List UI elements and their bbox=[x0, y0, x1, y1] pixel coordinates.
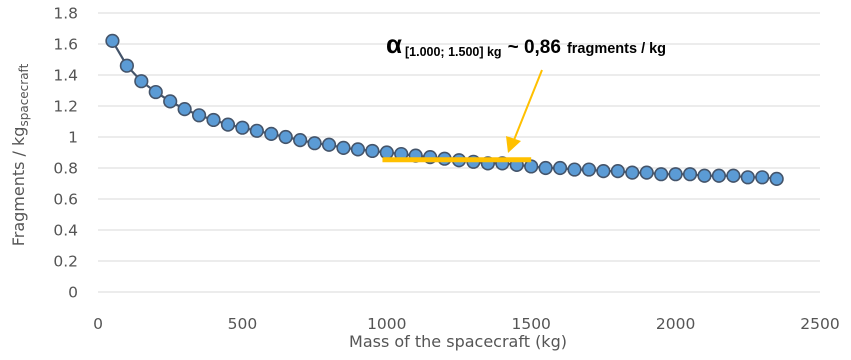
annotation-arrow-shaft bbox=[514, 70, 542, 140]
data-point bbox=[106, 35, 119, 48]
data-point bbox=[698, 169, 711, 182]
data-point bbox=[612, 165, 625, 178]
y-tick-label: 0.8 bbox=[53, 160, 78, 178]
y-tick-label: 1.4 bbox=[53, 67, 78, 85]
data-point bbox=[770, 173, 783, 186]
annotation-subscript: [1.000; 1.500] kg bbox=[405, 45, 502, 59]
x-tick-label: 0 bbox=[93, 315, 103, 333]
x-tick-label: 1500 bbox=[511, 315, 550, 333]
data-point bbox=[727, 169, 740, 182]
annotation-value-suffix: fragments / kg bbox=[567, 41, 666, 57]
data-point bbox=[352, 143, 365, 156]
data-point bbox=[626, 166, 639, 179]
data-point bbox=[381, 146, 394, 159]
data-point bbox=[251, 125, 264, 138]
x-tick-label: 2500 bbox=[800, 315, 839, 333]
data-point bbox=[684, 168, 697, 181]
x-tick-label: 1000 bbox=[367, 315, 406, 333]
data-point bbox=[554, 162, 567, 175]
data-point bbox=[655, 168, 668, 181]
data-point bbox=[597, 165, 610, 178]
data-point bbox=[308, 137, 321, 150]
y-tick-labels: 0 0.2 0.4 0.6 0.8 1 1.2 1.4 1.6 1.8 bbox=[53, 5, 78, 302]
y-tick-label: 1 bbox=[68, 129, 78, 147]
data-point bbox=[713, 169, 726, 182]
x-axis-title: Mass of the spacecraft (kg) bbox=[349, 332, 567, 351]
x-tick-label: 2000 bbox=[656, 315, 695, 333]
data-point bbox=[135, 75, 148, 88]
data-point bbox=[164, 95, 177, 108]
data-point bbox=[583, 163, 596, 176]
annotation-alpha-symbol: α bbox=[386, 29, 402, 59]
data-point bbox=[207, 114, 220, 127]
data-point bbox=[265, 128, 278, 141]
annotation-value-prefix: ~ 0,86 bbox=[508, 37, 561, 58]
y-axis-title-subscript: spacecraft bbox=[17, 63, 31, 126]
y-tick-label: 1.2 bbox=[53, 98, 78, 116]
data-point bbox=[640, 166, 653, 179]
data-point bbox=[279, 131, 292, 144]
annotation: α [1.000; 1.500] kg ~ 0,86 fragments / kg bbox=[382, 29, 666, 160]
y-tick-label: 0.4 bbox=[53, 222, 78, 240]
data-point bbox=[323, 138, 336, 151]
data-point bbox=[149, 86, 162, 99]
x-tick-label: 500 bbox=[228, 315, 258, 333]
x-tick-labels: 0 500 1000 1500 2000 2500 bbox=[93, 315, 840, 333]
data-point bbox=[337, 142, 350, 155]
y-tick-label: 0.6 bbox=[53, 191, 78, 209]
data-point bbox=[539, 162, 552, 175]
data-point bbox=[294, 134, 307, 147]
y-axis-title: Fragments / kgspacecraft bbox=[9, 63, 31, 246]
data-point bbox=[222, 118, 235, 131]
data-point bbox=[178, 103, 191, 116]
data-point bbox=[742, 171, 755, 184]
y-tick-label: 0 bbox=[68, 284, 78, 302]
data-point bbox=[193, 109, 206, 122]
data-point bbox=[236, 121, 249, 134]
data-point bbox=[568, 163, 581, 176]
y-tick-label: 1.8 bbox=[53, 5, 78, 23]
y-tick-label: 0.2 bbox=[53, 253, 78, 271]
y-axis-title-main: Fragments / kg bbox=[9, 127, 28, 247]
data-point bbox=[121, 59, 134, 72]
data-point bbox=[669, 168, 682, 181]
data-point bbox=[366, 145, 379, 158]
y-tick-label: 1.6 bbox=[53, 36, 78, 54]
data-point bbox=[756, 171, 769, 184]
annotation-arrow-head bbox=[506, 136, 521, 153]
